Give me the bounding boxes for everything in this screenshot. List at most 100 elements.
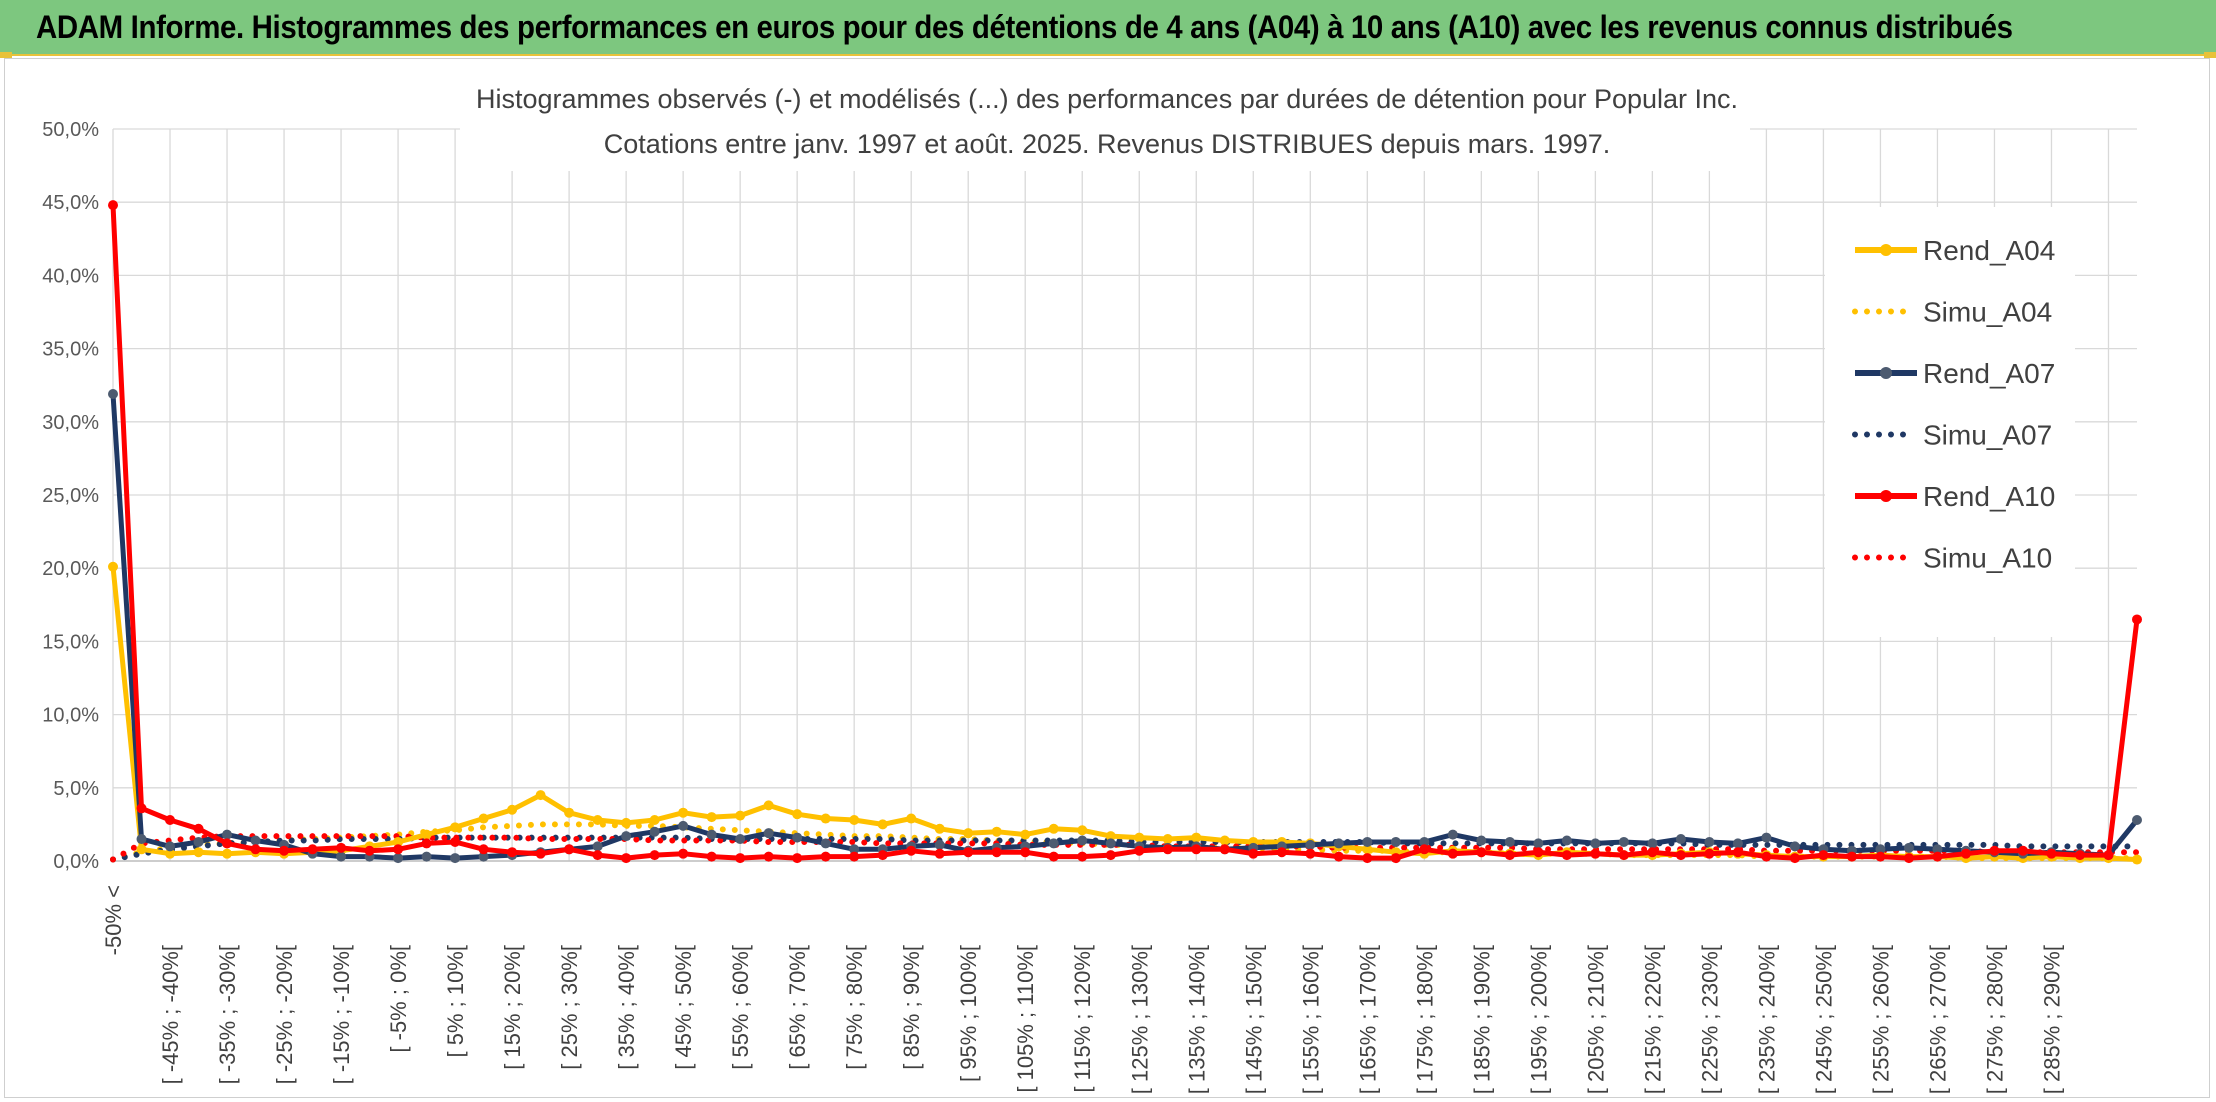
x-tick-label: [ 225% ; 230%[ xyxy=(1697,945,1722,1094)
data-point-rend-a04 xyxy=(934,823,945,834)
data-point-rend-a10 xyxy=(2017,845,2028,856)
data-point-rend-a04 xyxy=(991,826,1002,837)
data-point-rend-a10 xyxy=(1504,850,1515,861)
data-point-rend-a04 xyxy=(1134,832,1145,843)
data-point-rend-a07 xyxy=(849,844,860,855)
data-point-rend-a07 xyxy=(478,851,489,862)
data-point-rend-a04 xyxy=(165,848,176,859)
data-point-rend-a07 xyxy=(1390,836,1401,847)
data-point-rend-a07 xyxy=(1077,835,1088,846)
y-tick-label: 15,0% xyxy=(42,631,99,653)
chart-area: 0,0% 5,0% 10,0% 15,0% 20,0% 25,0% 30,0% 35,0% 40… xyxy=(4,58,2210,1098)
data-point-rend-a10 xyxy=(621,853,632,864)
data-point-rend-a07 xyxy=(649,826,660,837)
y-tick-label: 5,0% xyxy=(53,778,99,800)
data-point-rend-a07 xyxy=(1362,836,1373,847)
data-point-rend-a10 xyxy=(1533,847,1544,858)
data-point-rend-a04 xyxy=(1105,831,1116,842)
x-tick-label: [ -25% ; -20%[ xyxy=(272,945,297,1084)
x-tick-label: [ 275% ; 280%[ xyxy=(1982,945,2007,1094)
series-lines xyxy=(108,200,2142,865)
legend-label-simu-a10: Simu_A10 xyxy=(1923,543,2052,574)
x-tick-label: [ 265% ; 270%[ xyxy=(1925,945,1950,1094)
data-point-rend-a10 xyxy=(193,823,204,834)
data-point-rend-a10 xyxy=(1362,853,1373,864)
x-tick-label: [ 145% ; 150%[ xyxy=(1241,945,1266,1094)
x-tick-label: [ 185% ; 190%[ xyxy=(1469,945,1494,1094)
data-point-rend-a04 xyxy=(108,561,118,572)
x-tick-label: [ 75% ; 80%[ xyxy=(842,945,867,1070)
legend-marker-rend-a04 xyxy=(1880,244,1892,256)
data-point-rend-a10 xyxy=(1932,851,1943,862)
corner-accent-left xyxy=(0,52,12,58)
y-tick-label: 50,0% xyxy=(42,119,99,141)
data-point-rend-a07 xyxy=(1647,838,1658,849)
data-point-rend-a04 xyxy=(763,800,774,811)
y-tick-label: 30,0% xyxy=(42,412,99,434)
x-tick-label: [ 5% ; 10%[ xyxy=(443,945,468,1058)
data-point-rend-a04 xyxy=(478,813,489,824)
data-point-rend-a07 xyxy=(1533,838,1544,849)
report-banner: ADAM Informe. Histogrammes des performan… xyxy=(0,0,2216,56)
x-tick-label: [ -45% ; -40%[ xyxy=(158,945,183,1084)
data-point-rend-a04 xyxy=(564,807,575,818)
data-point-rend-a04 xyxy=(535,790,546,801)
y-tick-label: 10,0% xyxy=(42,705,99,727)
data-point-rend-a07 xyxy=(706,829,717,840)
data-point-rend-a10 xyxy=(1903,853,1914,864)
legend: Rend_A04 Simu_A04 Rend_A07 Simu_A07 Rend_A10… xyxy=(1825,207,2075,637)
data-point-rend-a10 xyxy=(1219,844,1230,855)
data-point-rend-a04 xyxy=(507,804,518,815)
data-point-rend-a10 xyxy=(364,845,375,856)
data-point-rend-a07 xyxy=(1675,834,1686,845)
data-point-rend-a07 xyxy=(1761,832,1772,843)
axes: 0,0% 5,0% 10,0% 15,0% 20,0% 25,0% 30,0% 35,0% 40… xyxy=(42,119,2137,1094)
data-point-rend-a07 xyxy=(1704,836,1715,847)
data-point-rend-a07 xyxy=(1305,839,1316,850)
data-point-rend-a07 xyxy=(222,829,233,840)
data-point-rend-a04 xyxy=(877,819,888,830)
data-point-rend-a10 xyxy=(1191,844,1202,855)
data-point-rend-a10 xyxy=(1675,850,1686,861)
data-point-rend-a10 xyxy=(1561,850,1572,861)
x-tick-label: [ 55% ; 60%[ xyxy=(728,945,753,1070)
x-tick-label: [ 15% ; 20%[ xyxy=(500,945,525,1070)
data-point-rend-a07 xyxy=(193,836,204,847)
data-point-rend-a10 xyxy=(1305,848,1316,859)
data-point-rend-a10 xyxy=(1419,844,1430,855)
data-point-rend-a10 xyxy=(1390,853,1401,864)
data-point-rend-a10 xyxy=(507,847,518,858)
data-point-rend-a04 xyxy=(193,847,204,858)
data-point-rend-a10 xyxy=(1048,851,1059,862)
data-point-rend-a07 xyxy=(934,839,945,850)
data-point-rend-a10 xyxy=(222,838,233,849)
corner-accent-right xyxy=(2204,52,2216,58)
data-point-rend-a04 xyxy=(592,815,603,826)
legend-label-rend-a10: Rend_A10 xyxy=(1923,481,2055,512)
legend-background xyxy=(1825,207,2075,637)
data-point-rend-a04 xyxy=(1077,825,1088,836)
data-point-rend-a07 xyxy=(393,853,404,864)
data-point-rend-a10 xyxy=(393,844,404,855)
data-point-rend-a04 xyxy=(450,822,461,833)
data-point-rend-a10 xyxy=(1647,847,1658,858)
data-point-rend-a07 xyxy=(250,835,261,846)
data-point-rend-a10 xyxy=(478,844,489,855)
y-tick-label: 35,0% xyxy=(42,339,99,361)
data-point-rend-a07 xyxy=(592,841,603,852)
x-tick-label: [ 215% ; 220%[ xyxy=(1640,945,1665,1094)
data-point-rend-a07 xyxy=(678,820,689,831)
data-point-rend-a10 xyxy=(906,845,917,856)
data-point-rend-a04 xyxy=(1362,844,1373,855)
data-point-rend-a10 xyxy=(535,848,546,859)
data-point-rend-a10 xyxy=(279,845,290,856)
data-point-rend-a10 xyxy=(1732,847,1743,858)
data-point-rend-a10 xyxy=(963,847,974,858)
data-point-rend-a10 xyxy=(1276,847,1287,858)
data-point-rend-a04 xyxy=(621,817,632,828)
data-point-rend-a04 xyxy=(906,813,917,824)
data-point-rend-a07 xyxy=(1732,838,1743,849)
data-point-rend-a10 xyxy=(1134,845,1145,856)
data-point-rend-a04 xyxy=(678,807,689,818)
data-point-rend-a07 xyxy=(1333,838,1344,849)
